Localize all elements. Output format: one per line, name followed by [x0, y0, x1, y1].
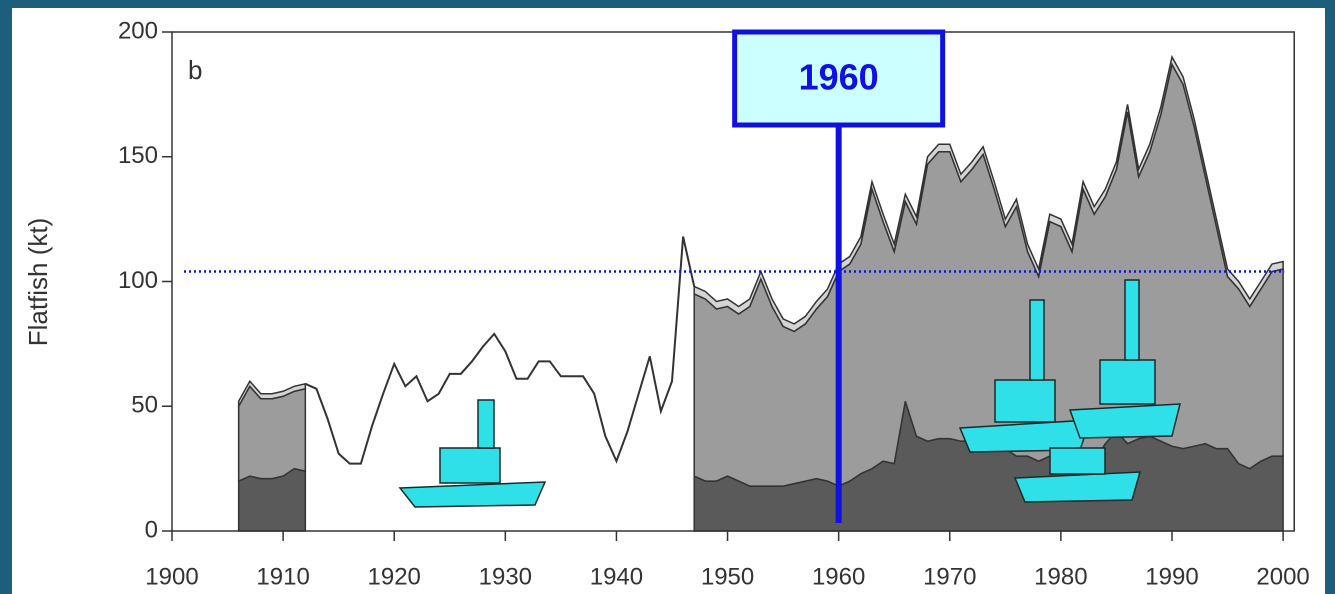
y-tick-label: 150	[118, 142, 158, 169]
page: {"chart_data": { "type": "area", "y_labe…	[0, 0, 1335, 594]
boat	[478, 400, 494, 448]
x-tick-label: 1970	[923, 563, 976, 590]
y-tick-label: 0	[145, 516, 158, 543]
boat	[1015, 472, 1140, 502]
panel-label: b	[188, 55, 202, 85]
x-tick-label: 1960	[812, 563, 865, 590]
callout-label: 1960	[799, 57, 879, 98]
boat	[1070, 404, 1180, 438]
x-tick-label: 1910	[256, 563, 309, 590]
x-tick-label: 1980	[1034, 563, 1087, 590]
x-tick-label: 1930	[479, 563, 532, 590]
x-tick-label: 1990	[1145, 563, 1198, 590]
boat	[1125, 280, 1139, 360]
boat	[1050, 448, 1105, 474]
y-tick-label: 50	[131, 392, 158, 419]
boat	[440, 448, 500, 483]
x-tick-label: 1940	[590, 563, 643, 590]
x-tick-label: 1900	[145, 563, 198, 590]
x-tick-label: 2000	[1256, 563, 1309, 590]
x-tick-label: 1920	[368, 563, 421, 590]
boat	[1030, 300, 1044, 380]
boat	[995, 380, 1055, 422]
x-tick-label: 1950	[701, 563, 754, 590]
y-tick-label: 100	[118, 267, 158, 294]
chart: Flatfish (kt) b 0 50 100 150 200 1900 1910 1920…	[0, 0, 1335, 594]
y-tick-label: 200	[118, 17, 158, 44]
y-axis-label: Flatfish (kt)	[23, 218, 53, 347]
boat	[1100, 360, 1155, 404]
